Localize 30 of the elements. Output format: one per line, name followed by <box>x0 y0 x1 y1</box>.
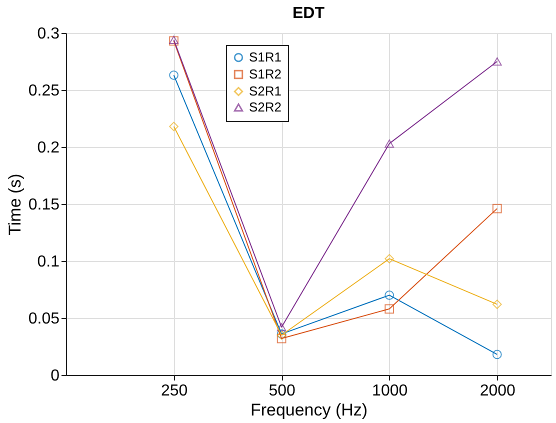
y-tick-label: 0.2 <box>37 140 60 156</box>
point <box>492 350 502 360</box>
point <box>492 204 502 214</box>
y-tick-label: 0.1 <box>37 254 60 270</box>
x-tick-label: 1000 <box>372 382 408 400</box>
legend-label: S2R2 <box>249 100 282 114</box>
y-tick-label: 0.25 <box>28 82 60 100</box>
point <box>384 290 394 300</box>
point <box>276 322 286 332</box>
chart-title: EDT <box>292 5 325 22</box>
y-tick-label: 0.05 <box>28 310 60 328</box>
y-tick-label: 0.15 <box>28 196 60 214</box>
legend-label: S2R1 <box>249 84 282 98</box>
point <box>384 254 394 264</box>
x-tick-label: 250 <box>160 382 188 400</box>
y-axis-title: Time (s) <box>5 174 24 236</box>
x-tick-label: 2000 <box>480 382 516 400</box>
y-tick-label: 0.3 <box>37 26 60 42</box>
point <box>384 139 394 148</box>
point <box>169 70 178 80</box>
point <box>492 300 502 310</box>
point <box>384 304 394 314</box>
point <box>169 122 178 132</box>
x-axis-title: Frequency (Hz) <box>250 400 368 420</box>
point <box>492 57 502 66</box>
legend-label: S1R1 <box>249 50 282 64</box>
legend-label: S1R2 <box>249 66 282 82</box>
x-tick-label: 500 <box>268 382 296 400</box>
y-tick-label: 0 <box>50 368 60 384</box>
point <box>276 334 286 344</box>
